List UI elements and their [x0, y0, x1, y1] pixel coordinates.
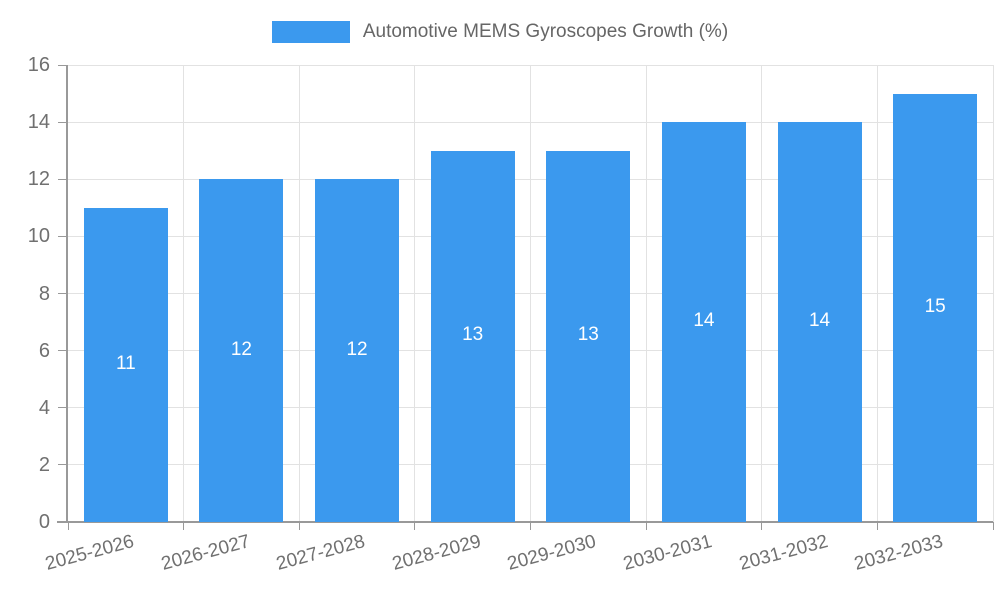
- bar[interactable]: 13: [430, 150, 515, 522]
- x-axis-tick-label: 2027-2028: [274, 531, 368, 575]
- x-axis-tick: [530, 522, 531, 530]
- gridline-vertical: [876, 65, 878, 522]
- y-axis-line: [66, 65, 68, 522]
- x-axis-tick-label: 2032-2033: [852, 531, 946, 575]
- y-axis-tick: [58, 407, 68, 409]
- bar[interactable]: 11: [83, 207, 168, 522]
- y-axis-tick-label: 12: [27, 168, 50, 191]
- x-axis-tick: [414, 522, 416, 530]
- gridline-vertical: [183, 65, 185, 522]
- legend: Automotive MEMS Gyroscopes Growth (%): [0, 20, 1000, 44]
- y-axis-tick-label: 4: [38, 396, 50, 419]
- gridline-vertical: [992, 65, 994, 522]
- legend-label: Automotive MEMS Gyroscopes Growth (%): [362, 21, 729, 42]
- bar-value-label: 11: [115, 352, 136, 374]
- x-axis-tick-label: 2026-2027: [158, 531, 252, 575]
- y-axis-tick: [58, 121, 68, 123]
- x-axis-tick-label: 2030-2031: [621, 531, 715, 575]
- x-axis-line: [57, 521, 993, 523]
- x-axis-tick: [761, 522, 763, 530]
- bar-value-label: 12: [230, 338, 252, 360]
- y-axis-tick-label: 10: [27, 225, 50, 248]
- bar[interactable]: 13: [546, 150, 631, 522]
- x-axis-tick-label: 2029-2030: [505, 531, 599, 575]
- y-axis-tick: [58, 235, 68, 237]
- x-axis-tick-label: 2028-2029: [389, 531, 484, 575]
- x-axis-tick: [992, 522, 994, 530]
- bar[interactable]: 14: [661, 122, 746, 522]
- x-axis-tick: [645, 522, 647, 530]
- x-axis-tick-label: 2025-2026: [43, 531, 137, 575]
- gridline-vertical: [414, 65, 416, 522]
- y-axis-tick: [58, 64, 68, 66]
- x-axis-tick: [298, 522, 300, 530]
- y-axis-tick-label: 6: [38, 339, 50, 362]
- y-axis-tick-label: 16: [27, 54, 50, 76]
- bar[interactable]: 12: [315, 179, 400, 522]
- bar-value-label: 15: [924, 295, 946, 317]
- gridline-vertical: [761, 65, 763, 522]
- y-axis-tick: [58, 293, 68, 294]
- y-axis-tick: [58, 464, 68, 466]
- x-axis-tick: [876, 522, 878, 530]
- x-axis-tick: [67, 522, 69, 530]
- y-axis-tick-label: 0: [38, 511, 50, 533]
- bar-value-label: 14: [808, 310, 831, 332]
- y-axis-tick-label: 14: [27, 111, 50, 134]
- bar-value-label: 14: [693, 310, 715, 332]
- y-axis-tick-label: 8: [38, 282, 50, 305]
- y-axis-tick-label: 2: [38, 453, 50, 476]
- gridline-vertical: [530, 65, 531, 522]
- bar-value-label: 13: [577, 324, 599, 346]
- bar-value-label: 12: [346, 338, 368, 360]
- gridline-vertical: [298, 65, 300, 522]
- x-axis-tick: [183, 522, 185, 530]
- legend-item[interactable]: Automotive MEMS Gyroscopes Growth (%): [271, 20, 729, 44]
- bar[interactable]: 12: [199, 179, 284, 522]
- y-axis-tick: [58, 350, 68, 352]
- bar[interactable]: 15: [893, 93, 978, 522]
- bar-value-label: 13: [462, 324, 484, 346]
- y-axis-tick: [58, 178, 68, 180]
- x-axis-tick-label: 2031-2032: [736, 531, 830, 575]
- legend-swatch: [271, 21, 350, 43]
- bar[interactable]: 14: [777, 122, 862, 522]
- gridline-vertical: [645, 65, 647, 522]
